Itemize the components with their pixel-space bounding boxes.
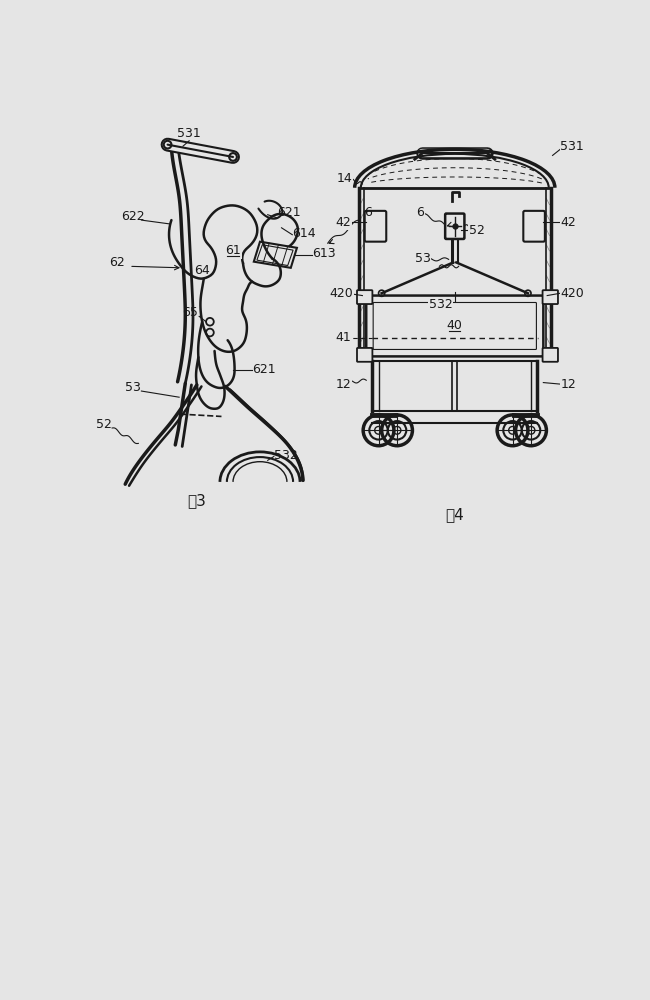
Text: 65: 65 <box>183 306 198 319</box>
Text: 52: 52 <box>96 418 112 431</box>
FancyBboxPatch shape <box>357 290 372 304</box>
Text: 621: 621 <box>277 206 300 219</box>
Text: 62: 62 <box>109 256 125 269</box>
Text: 12: 12 <box>560 378 576 391</box>
Text: 61: 61 <box>225 244 241 257</box>
Text: 6: 6 <box>364 206 372 219</box>
Text: 41: 41 <box>335 331 351 344</box>
Text: 532: 532 <box>429 298 453 311</box>
Text: 532: 532 <box>274 449 298 462</box>
Text: 42: 42 <box>335 216 351 229</box>
Text: 622: 622 <box>121 210 145 223</box>
Text: 53: 53 <box>415 252 430 265</box>
Text: 621: 621 <box>252 363 276 376</box>
FancyBboxPatch shape <box>357 348 372 362</box>
Text: 420: 420 <box>330 287 353 300</box>
Text: 6: 6 <box>416 206 424 219</box>
FancyBboxPatch shape <box>365 211 386 242</box>
FancyBboxPatch shape <box>445 214 464 239</box>
FancyBboxPatch shape <box>523 211 545 242</box>
Text: 14: 14 <box>337 172 353 185</box>
Text: 图4: 图4 <box>445 507 464 522</box>
FancyBboxPatch shape <box>366 296 543 356</box>
Text: 613: 613 <box>313 247 336 260</box>
Text: 531: 531 <box>177 127 201 140</box>
Text: 42: 42 <box>560 216 576 229</box>
Text: 614: 614 <box>292 227 316 240</box>
Text: 53: 53 <box>125 381 140 394</box>
FancyBboxPatch shape <box>373 302 536 349</box>
Text: 64: 64 <box>194 264 210 277</box>
FancyBboxPatch shape <box>543 290 558 304</box>
Text: 420: 420 <box>560 287 584 300</box>
FancyBboxPatch shape <box>543 348 558 362</box>
Text: 52: 52 <box>469 224 484 237</box>
Text: 图3: 图3 <box>187 494 206 509</box>
Text: 40: 40 <box>447 319 463 332</box>
Text: 531: 531 <box>560 140 584 153</box>
Text: 12: 12 <box>335 378 351 391</box>
